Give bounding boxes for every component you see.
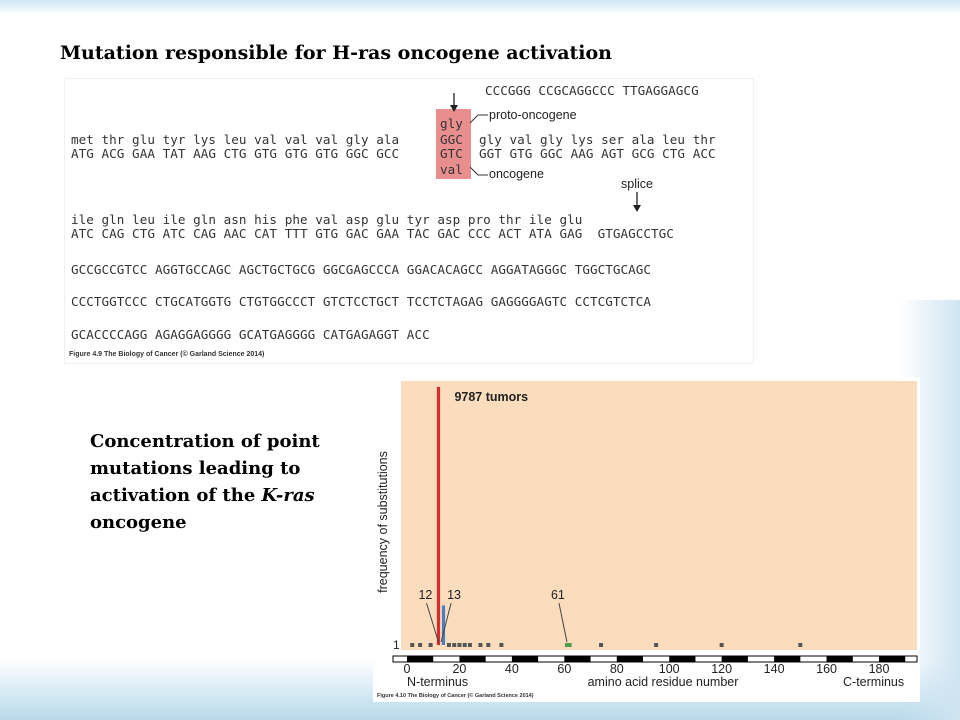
x-axis-segment-20: [459, 656, 486, 662]
nt-line-1-right: GGT GTG GGC AAG AGT GCG CTG ACC: [479, 146, 716, 161]
kras-mutation-chart: frequency of substitutions 1 9787 tumors 12…: [373, 377, 920, 702]
x-axis-segment-80: [616, 656, 643, 662]
y-tick-label: 1: [393, 638, 400, 652]
minor-mutation-point-31: [486, 643, 491, 647]
x-axis-segment-40: [511, 656, 539, 662]
x-tick-label-0: 0: [404, 662, 411, 676]
plot-background: [401, 381, 917, 650]
nt-line-1-left: ATG ACG GAA TAT AAG CTG GTG GTG GTG GGC …: [71, 146, 400, 161]
minor-mutation-point-95: [654, 643, 659, 647]
k-ras-gene-name: K-ras: [261, 485, 315, 506]
sequence-line-3: GCCGCCGTCC AGGTGCCAGC AGCTGCTGCG GGCGAGC…: [71, 262, 652, 277]
minor-mutation-point-36: [499, 643, 504, 647]
minor-mutation-point-16: [446, 643, 451, 647]
codon-wildtype: GGC: [440, 132, 463, 147]
x-tick-label-60: 60: [557, 662, 571, 676]
codon-connector-lines: [470, 114, 488, 176]
x-tick-label-140: 140: [764, 662, 785, 676]
x-tick-label-100: 100: [659, 662, 680, 676]
minor-mutation-point-24: [467, 643, 472, 647]
bar-residue-12: [436, 387, 441, 645]
x-tick-label-20: 20: [452, 662, 466, 676]
x-axis-segment-100: [669, 656, 696, 662]
description-line-4: oncogene: [90, 512, 187, 533]
y-axis-label: frequency of substitutions: [376, 451, 390, 593]
x-tick-label-120: 120: [711, 662, 732, 676]
x-tick-label-40: 40: [505, 662, 519, 676]
x-tick-label-180: 180: [869, 662, 890, 676]
proto-oncogene-label: proto-oncogene: [489, 108, 577, 122]
x-axis-segment-140: [774, 656, 801, 662]
description-line-1: Concentration of point: [90, 431, 320, 452]
minor-mutation-point-22: [462, 643, 467, 647]
upstream-sequence: CCCGGG CCGCAGGCCC TTGAGGAGCG: [485, 83, 699, 98]
minor-mutation-point-62: [567, 643, 572, 647]
callout-line-12: [425, 602, 439, 643]
x-axis-segment-0: [407, 656, 434, 662]
x-tick-label-160: 160: [816, 662, 837, 676]
slide-title: Mutation responsible for H-ras oncogene …: [60, 42, 612, 64]
dna-figure-caption: Figure 4.9 The Biology of Cancer (© Garl…: [69, 351, 265, 358]
minor-mutation-point-28: [478, 643, 483, 647]
chart-svg: frequency of substitutions 1 9787 tumors 12…: [376, 381, 918, 689]
x-axis-label: amino acid residue number: [588, 675, 739, 689]
codon-mutant: GTC: [440, 146, 463, 161]
minor-mutation-point-18: [452, 643, 457, 647]
x-axis-segment-60: [564, 656, 591, 662]
minor-mutation-point-74: [599, 643, 604, 647]
x-tick-label-80: 80: [610, 662, 624, 676]
sequence-line-4: CCCTGGTCCC CTGCATGGTG CTGTGGCCCT GTCTCCT…: [71, 294, 652, 309]
x-axis-segment-180: [879, 656, 906, 662]
chart-caption: Figure 4.10 The Biology of Cancer (© Gar…: [377, 693, 534, 699]
oncogene-label: oncogene: [489, 167, 544, 181]
x-axis-segment-120: [721, 656, 748, 662]
minor-mutation-point-150: [798, 643, 803, 647]
minor-mutation-point-20: [457, 643, 462, 647]
aa-line-2: ile gln leu ile gln asn his phe val asp …: [71, 212, 583, 227]
x-axis-bar: [392, 655, 918, 663]
callout-label-13: 13: [447, 588, 461, 602]
callout-label-12: 12: [418, 588, 432, 602]
codon-bottom-aa: val: [440, 162, 463, 177]
codon-top-aa: gly: [440, 116, 463, 131]
minor-mutation-point-5: [418, 643, 423, 647]
n-terminus-label: N-terminus: [407, 675, 468, 689]
chart-description: Concentration of point mutations leading…: [90, 428, 360, 536]
minor-mutation-point-120: [719, 643, 724, 647]
top-annotation: 9787 tumors: [454, 390, 528, 404]
description-line-3: activation of the K-ras: [90, 482, 360, 509]
minor-mutation-point-61: [564, 643, 569, 647]
bar-residue-13: [441, 605, 446, 645]
splice-arrow-icon: [633, 192, 641, 212]
codon-12-highlight: [436, 109, 471, 179]
description-line-3-prefix: activation of the: [90, 485, 262, 506]
top-decorative-band: [0, 0, 960, 14]
callout-line-13: [440, 602, 452, 643]
codon-arrow-icon: [450, 93, 458, 112]
nt-line-2: ATC CAG CTG ATC CAG AAC CAT TTT GTG GAC …: [71, 226, 674, 241]
sequence-line-5: GCACCCCAGG AGAGGAGGGG GCATGAGGGG CATGAGA…: [71, 327, 430, 342]
minor-mutation-point-9: [428, 643, 433, 647]
aa-line-1-right: gly val gly lys ser ala leu thr: [479, 132, 716, 147]
splice-label: splice: [621, 177, 653, 191]
dna-sequence-figure: CCCGGG CCGCAGGCCC TTGAGGAGCG gly GGC GTC…: [64, 78, 754, 364]
callout-label-61: 61: [551, 588, 565, 602]
description-line-2: mutations leading to: [90, 458, 301, 479]
minor-mutation-point-2: [410, 643, 415, 647]
c-terminus-label: C-terminus: [843, 675, 904, 689]
callout-line-61: [558, 602, 568, 643]
x-axis-segment-160: [826, 656, 853, 662]
aa-line-1-left: met thr glu tyr lys leu val val val gly …: [71, 132, 400, 147]
